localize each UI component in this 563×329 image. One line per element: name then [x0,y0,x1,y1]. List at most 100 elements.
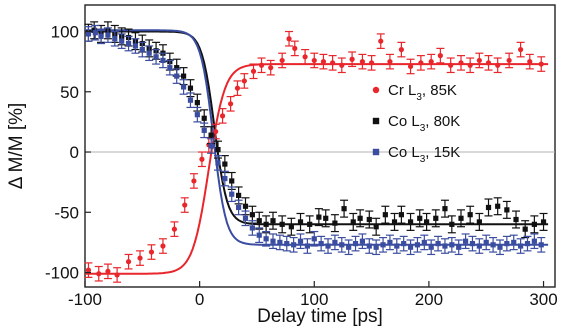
data-point [139,46,145,53]
data-point [485,60,492,66]
x-tick-label: 300 [529,290,557,309]
data-point [318,241,324,247]
data-point [180,84,187,90]
data-point [297,219,304,225]
data-point [339,242,345,248]
data-point [378,38,384,44]
data-point [359,238,366,244]
data-point [258,62,265,68]
data-point [311,236,317,242]
data-point [125,40,132,47]
data-point [401,241,407,247]
data-point [167,65,173,71]
data-point [352,241,359,247]
data-point [449,221,455,227]
data-point [201,127,207,133]
data-point [194,112,200,118]
data-point [286,36,292,42]
x-tick-label: 100 [300,290,328,309]
data-point [256,232,262,238]
x-tick-label: 200 [415,290,443,309]
data-point [524,241,531,247]
data-point [398,46,404,53]
data-point [236,204,242,211]
data-point [538,61,544,67]
data-point [297,238,304,244]
data-point [270,218,276,224]
data-point [366,216,372,223]
data-point [387,239,393,246]
data-point [407,63,414,70]
data-point [540,219,547,225]
data-point [250,68,257,74]
legend-marker [372,117,380,125]
data-point [323,215,329,221]
data-point [458,60,464,66]
data-point [213,128,219,135]
data-point [270,238,276,244]
data-point [476,219,482,225]
data-point [215,160,221,166]
data-point [92,30,98,36]
data-point [495,62,501,68]
data-point [194,100,200,106]
data-point [242,203,249,209]
data-point [105,268,111,274]
data-point [522,226,528,232]
legend-label: Cr L3, 85K [388,82,457,103]
data-point [518,46,524,53]
data-point [504,241,510,247]
data-point [511,239,517,246]
data-point [449,242,455,248]
data-point [325,243,331,249]
data-point [421,239,427,246]
data-point [467,62,473,68]
data-point [368,60,375,66]
data-point [256,218,262,224]
data-point [187,97,194,103]
data-point [137,255,143,261]
data-point [304,243,310,249]
data-point [531,221,537,227]
data-point [249,225,255,231]
data-point [227,101,234,107]
data-point [332,239,338,246]
data-point [483,239,489,246]
data-point [485,204,492,211]
data-point [263,236,269,242]
legend-label: Co L3, 15K [388,144,460,165]
data-point [476,57,482,64]
data-point [366,243,372,249]
data-point [476,243,482,249]
data-point [222,175,228,182]
data-point [284,241,290,247]
data-point [105,32,111,38]
data-point [394,243,400,249]
data-point [467,212,473,218]
data-point [307,221,313,227]
data-point [414,242,421,248]
data-point [229,178,235,184]
data-point [428,244,434,250]
data-point [187,85,194,91]
legend-label: Co L3, 80K [388,113,460,134]
data-point [148,249,155,255]
data-point [359,59,366,65]
data-point [442,243,448,249]
data-point [339,62,345,68]
data-point [98,33,104,39]
data-point [96,271,102,277]
data-point [208,132,214,138]
data-point [346,244,352,250]
data-point [350,219,356,225]
series-points [84,30,546,283]
legend: Cr L3, 85K Co L3, 80K Co L3, 15K [372,82,460,165]
data-point [311,57,317,64]
data-point [279,221,285,227]
y-tick-label: -100 [45,264,79,283]
data-point [125,259,132,265]
data-point [380,242,386,248]
data-point [448,62,454,68]
data-point [320,59,327,65]
data-point [435,241,441,247]
